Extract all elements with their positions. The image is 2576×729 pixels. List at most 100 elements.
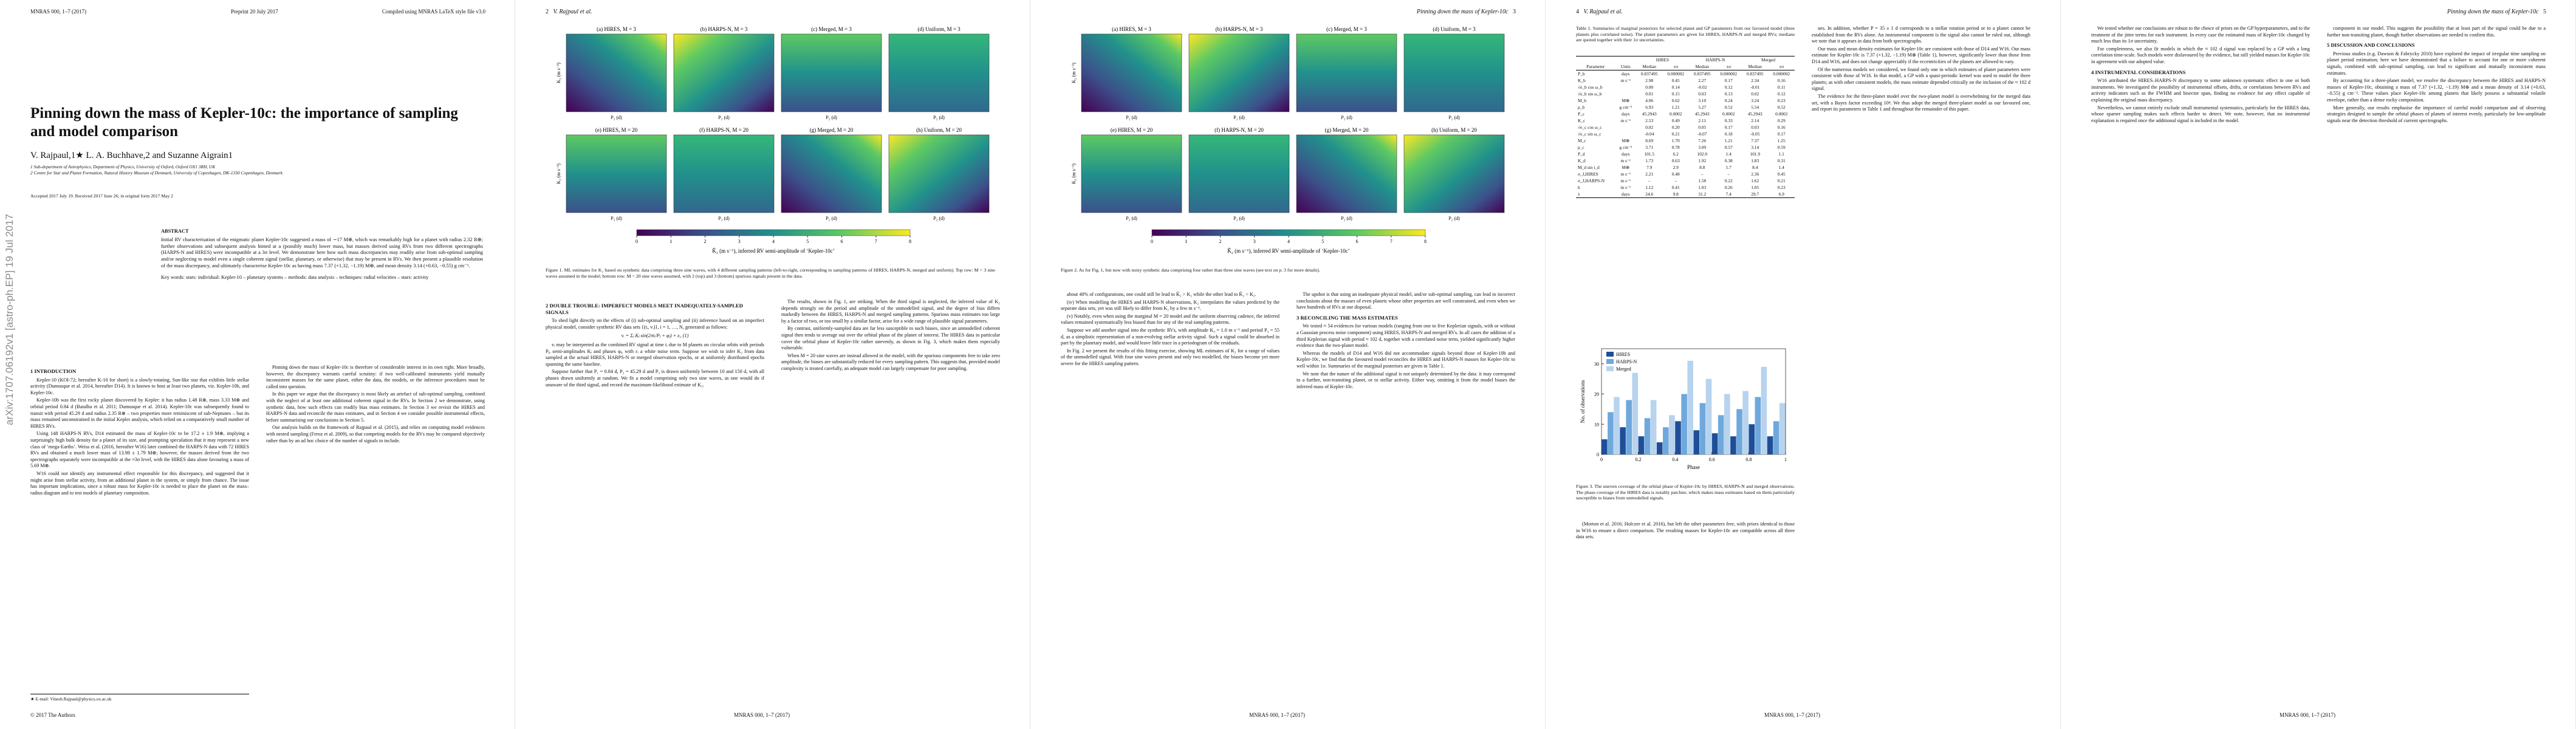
panel-label: (a) HIRES, M = 3 <box>1112 26 1151 32</box>
table-cell: 0.12 <box>1777 91 1786 97</box>
paragraph: The upshot is that using an inadequate p… <box>1297 292 1515 310</box>
section-heading: 1 INTRODUCTION <box>30 368 77 374</box>
paragraph: Using 148 HARPS-N RVs, D14 estimated the… <box>30 431 249 469</box>
histogram-bar <box>1761 366 1767 454</box>
table-cell: 0.05 <box>1698 125 1707 130</box>
table-cell: √e_c cos ω_c <box>1578 125 1602 130</box>
table-cell: 1.03 <box>1698 185 1707 190</box>
table-cell: 0.22 <box>1724 178 1733 183</box>
y-tick-label: 0 <box>1597 452 1599 457</box>
authors: V. Rajpaul,1★ L. A. Buchhave,2 and Suzan… <box>30 151 233 160</box>
column-group: HARPS-N <box>1688 56 1742 63</box>
x-axis-label: P₂ (d) <box>1233 115 1245 120</box>
table-cell: K_c <box>1578 118 1586 123</box>
panel-label: (g) Merged, M = 20 <box>810 127 854 133</box>
heatmap <box>888 33 990 112</box>
table-cell: 1.12 <box>1645 185 1654 190</box>
legend-label: HIRES <box>1616 352 1630 357</box>
histogram: 0 10 20 30 0 0.2 0.4 0.6 0.8 1 Phase No. of observa… <box>1580 348 1787 470</box>
table-cell: 0.13 <box>1724 91 1733 97</box>
colorbar-tick-label: 0 <box>1151 239 1153 244</box>
x-axis-label: Phase <box>1687 464 1700 470</box>
histogram-bar <box>1773 421 1780 454</box>
paragraph: Suppose further that P₁ = 0.84 d, P₂ = 4… <box>546 369 764 388</box>
column-header: Median <box>1688 63 1716 70</box>
table-cell: σ_J,HARPS-N <box>1578 178 1605 183</box>
table-cell: 9.8 <box>1662 191 1689 198</box>
colorbar-tick-label: 0 <box>635 239 638 244</box>
x-tick-label: 0 <box>1600 457 1603 462</box>
header: 4 V. Rajpaul et al. <box>1576 9 1622 15</box>
table-cell: 6.2 <box>1673 151 1679 157</box>
table-row: λ days 24.6 9.8 31.2 7.4 29.7 6.9 <box>1576 191 1795 198</box>
table-row: HIRES HARPS-N Merged <box>1576 56 1795 63</box>
table-cell: 0.59 <box>1777 145 1786 150</box>
table-cell: 0.62 <box>1671 98 1680 103</box>
table-cell: 0.12 <box>1724 84 1733 90</box>
text-column: Pinning down the mass of Kepler-10c is t… <box>266 364 485 705</box>
histogram-bar <box>1749 424 1755 454</box>
histogram-bar <box>1626 400 1632 454</box>
table-cell: 2.14 <box>1751 118 1759 123</box>
colorbar-label: K̂₂ (m s⁻¹), inferred RV semi-amplitude … <box>1227 247 1349 254</box>
paragraph: By accounting for a three-planet model, … <box>2327 78 2546 103</box>
colorbar-tick-label: 7 <box>1390 239 1392 244</box>
table-cell: 45.2943 <box>1694 111 1710 117</box>
table-cell: σ_J,HIRES <box>1578 171 1598 177</box>
colorbar-tick-label: 4 <box>772 239 775 244</box>
paragraph: Previous studies (e.g. Dawson & Fabrycky… <box>2327 50 2546 76</box>
table-cell: m s⁻¹ <box>1620 118 1631 123</box>
header: MNRAS 000, 1–7 (2017) <box>30 9 87 15</box>
table-cell: 1.21 <box>1724 138 1733 143</box>
colorbar-tick-label: 1 <box>670 239 672 244</box>
colorbar-tick-label: 4 <box>1287 239 1290 244</box>
histogram-bar <box>1779 403 1786 454</box>
heatmap <box>1081 33 1182 112</box>
table-cell: 0.48 <box>1671 171 1680 177</box>
table-cell: m s⁻¹ <box>1620 185 1631 190</box>
figure-caption: Figure 2. As for Fig. 1, but now with no… <box>1061 267 1320 273</box>
table-cell: h <box>1578 185 1580 190</box>
footer: MNRAS 000, 1–7 (2017) <box>2280 712 2336 718</box>
panel-label: (d) Uniform, M = 3 <box>917 26 961 32</box>
table-cell: 2.27 <box>1698 78 1707 83</box>
table-cell: 8.8 <box>1699 165 1705 170</box>
footer: MNRAS 000, 1–7 (2017) <box>1764 712 1821 718</box>
x-tick-label: 0.2 <box>1636 457 1642 462</box>
page: Pinning down the mass of Kepler-10c 3 (a… <box>1030 0 1546 729</box>
table-cell: 0.52 <box>1724 104 1733 110</box>
table-cell: -0.02 <box>1697 84 1707 90</box>
histogram-bar <box>1608 412 1614 454</box>
paragraph: ues. In addition, whether P = 35 ± 1 d c… <box>1812 26 2030 44</box>
histogram-bar <box>1755 397 1761 454</box>
x-tick-label: 0.8 <box>1745 457 1752 462</box>
table-cell: √e_b cos ω_b <box>1578 84 1603 90</box>
footer: MNRAS 000, 1–7 (2017) <box>1249 712 1306 718</box>
footer: MNRAS 000, 1–7 (2017) <box>734 712 790 718</box>
table-cell: 8.69 <box>1645 138 1654 143</box>
table-cell: 6.93 <box>1645 104 1654 110</box>
y-axis-label: No. of observations <box>1580 380 1586 423</box>
table-cell: g cm⁻³ <box>1619 145 1632 150</box>
histogram-bar <box>1767 436 1773 454</box>
table-cell: 29.7 <box>1741 191 1769 198</box>
panel-label: (b) HARPS-N, M = 3 <box>701 26 748 32</box>
legend-swatch <box>1606 352 1614 357</box>
table-cell: 0.17 <box>1777 131 1786 137</box>
histogram-bar <box>1730 436 1736 454</box>
panel-label: (a) HIRES, M = 3 <box>597 26 636 32</box>
table-row: Parameter Units Median ±σ Median ±σ Median ±σ <box>1576 63 1795 70</box>
x-axis-label: P₂ (d) <box>1448 115 1460 120</box>
table-cell: 0.63 <box>1671 158 1680 163</box>
colorbar-tick-label: 2 <box>1219 239 1222 244</box>
histogram-bar <box>1705 378 1712 454</box>
histogram-bar <box>1724 394 1730 454</box>
paragraph: Kepler-10b was the first rocky planet di… <box>30 397 249 429</box>
y-tick-label: 30 <box>1594 361 1599 367</box>
section-heading: 3 RECONCILING THE MASS ESTIMATES <box>1297 314 1398 321</box>
table-row: h m s⁻¹ 1.12 0.41 1.03 0.26 1.05 0.23 <box>1576 184 1795 191</box>
abstract: ABSTRACT Initial RV characterisation of … <box>161 228 483 281</box>
table-cell: m s⁻¹ <box>1620 171 1631 177</box>
paragraph: (v) Notably, even when using the margina… <box>1061 313 1279 326</box>
paragraph: W16 attributed the HIRES–HARPS-N discrep… <box>2091 78 2310 103</box>
